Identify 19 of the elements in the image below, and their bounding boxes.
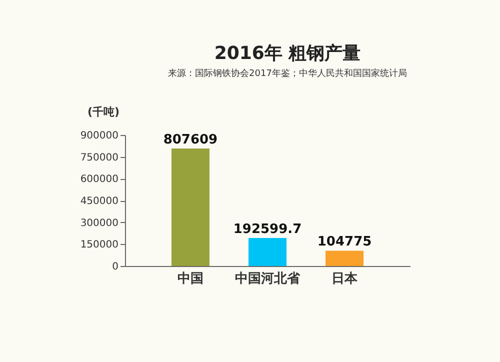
y-tick-label: 450000: [80, 196, 118, 207]
x-tick-label: 日本: [332, 272, 359, 286]
data-label: 192599.7: [233, 222, 302, 237]
y-tick-label: 900000: [80, 130, 118, 142]
x-tick-label: 中国河北省: [235, 272, 301, 286]
y-axis-title: (千吨): [87, 106, 120, 118]
data-label: 104775: [317, 234, 372, 250]
chart-title: 2016年 粗钢产量: [214, 43, 361, 64]
data-label: 807609: [163, 132, 218, 148]
y-tick-label: 300000: [80, 218, 118, 229]
chart-subtitle: 来源：国际钢铁协会2017年鉴；中华人民共和国国家统计局: [168, 68, 407, 79]
y-tick-label: 150000: [80, 240, 118, 251]
bar: [326, 250, 364, 266]
y-tick-label: 600000: [80, 174, 118, 186]
bar: [171, 148, 210, 266]
y-tick-label: 750000: [80, 152, 118, 164]
y-tick-label: 0: [112, 262, 118, 272]
bar: [248, 238, 286, 266]
x-tick-label: 中国: [177, 272, 204, 286]
